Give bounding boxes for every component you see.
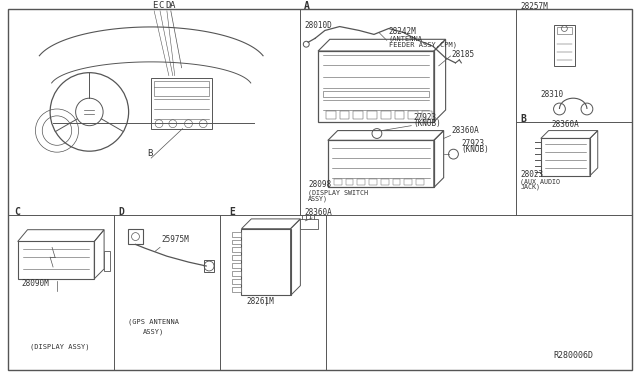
Bar	[381, 111, 390, 119]
Bar	[232, 240, 241, 244]
Text: R280006D: R280006D	[554, 351, 593, 360]
Text: ASSY): ASSY)	[143, 328, 164, 335]
Text: C: C	[158, 1, 163, 10]
Bar	[554, 25, 575, 66]
Text: E: E	[152, 1, 157, 10]
Text: (ANTENNA: (ANTENNA	[388, 36, 422, 42]
Text: B: B	[520, 114, 526, 124]
Text: 28257M: 28257M	[520, 2, 548, 11]
Bar	[340, 111, 349, 119]
Bar	[326, 111, 336, 119]
Bar	[333, 179, 342, 185]
Text: D: D	[165, 1, 170, 10]
Text: C: C	[14, 207, 20, 217]
Bar	[557, 26, 572, 34]
Text: 27923: 27923	[461, 139, 484, 148]
Text: D: D	[119, 207, 125, 217]
Text: A: A	[170, 1, 175, 10]
Text: B: B	[147, 149, 153, 158]
Text: 28098: 28098	[308, 180, 332, 189]
Bar	[300, 219, 318, 229]
Text: (KNOB): (KNOB)	[413, 119, 441, 128]
Bar	[154, 80, 209, 96]
Bar	[367, 111, 377, 119]
Text: 28023: 28023	[520, 170, 543, 179]
Bar	[357, 179, 365, 185]
Bar	[422, 111, 432, 119]
Bar	[369, 179, 377, 185]
Bar	[241, 229, 291, 295]
Text: (DISPLAY SWITCH: (DISPLAY SWITCH	[308, 190, 368, 196]
Bar	[392, 179, 401, 185]
Text: 28360A: 28360A	[552, 120, 579, 129]
Text: 28242M: 28242M	[388, 28, 417, 36]
Bar	[353, 111, 363, 119]
Bar	[232, 247, 241, 252]
Bar	[541, 138, 590, 176]
Bar	[404, 179, 412, 185]
Bar	[104, 251, 110, 271]
Bar	[232, 279, 241, 284]
Text: 25975M: 25975M	[161, 235, 189, 244]
Bar	[318, 51, 434, 122]
Bar	[232, 255, 241, 260]
Bar	[151, 78, 212, 129]
Bar	[232, 232, 241, 237]
Text: A: A	[304, 1, 310, 11]
Text: 28185: 28185	[451, 50, 475, 59]
Bar	[346, 179, 353, 185]
Bar	[232, 263, 241, 268]
Text: 28010D: 28010D	[304, 22, 332, 31]
Bar	[127, 229, 143, 244]
Bar	[232, 286, 241, 292]
Text: 28360A: 28360A	[304, 208, 332, 217]
Bar	[204, 260, 214, 272]
Text: E: E	[230, 207, 236, 217]
Text: (AUX AUDIO: (AUX AUDIO	[520, 178, 560, 185]
Text: 27923: 27923	[413, 113, 436, 122]
Text: 28310: 28310	[541, 90, 564, 99]
Text: (GPS ANTENNA: (GPS ANTENNA	[127, 318, 179, 325]
Bar	[328, 140, 434, 187]
Bar	[232, 271, 241, 276]
Bar	[395, 111, 404, 119]
Bar	[408, 111, 418, 119]
Text: 28261M: 28261M	[246, 297, 274, 306]
Text: FEEDER ASSY,CPM): FEEDER ASSY,CPM)	[388, 42, 457, 48]
Bar	[381, 179, 388, 185]
Text: (KNOB): (KNOB)	[461, 145, 489, 154]
Bar	[323, 91, 429, 97]
Text: 28090M: 28090M	[22, 279, 49, 288]
Text: (DISPLAY ASSY): (DISPLAY ASSY)	[30, 344, 90, 350]
Bar	[18, 241, 94, 279]
Text: 28360A: 28360A	[451, 126, 479, 135]
Bar	[416, 179, 424, 185]
Text: JACK): JACK)	[520, 184, 540, 190]
Text: ASSY): ASSY)	[308, 196, 328, 202]
